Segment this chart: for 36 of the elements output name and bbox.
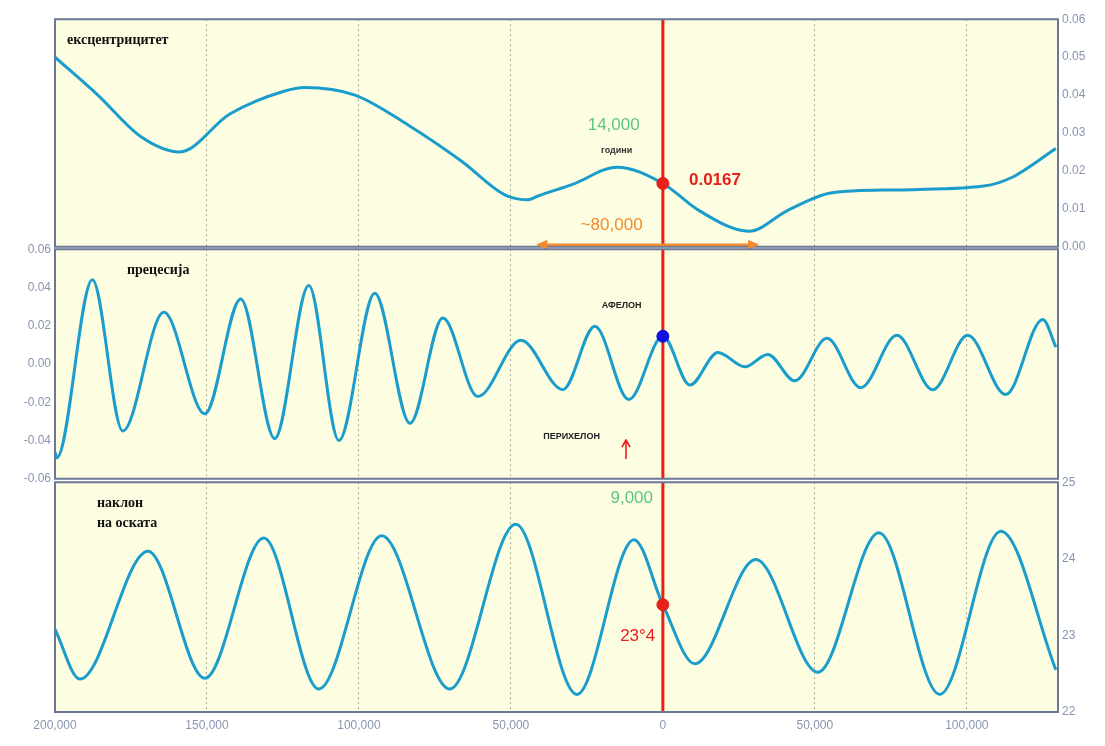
x-tick-label: 100,000 xyxy=(337,717,381,732)
annotation: 23°4 xyxy=(620,626,656,646)
y-tick-label: 0.04 xyxy=(1062,87,1086,102)
text: наклон на оската xyxy=(97,494,158,530)
y-tick-label: 22 xyxy=(1062,704,1076,719)
y-tick-label: 0.06 xyxy=(27,241,52,256)
annotation: АФЕЛОН xyxy=(601,300,642,311)
annotation: години xyxy=(601,145,633,156)
y-tick-label: 0.00 xyxy=(27,356,52,371)
text: прецесија xyxy=(127,261,190,277)
y-tick-label: 24 xyxy=(1062,551,1076,566)
text: ексцентрицитет xyxy=(67,31,169,47)
y-tick-label: 0.00 xyxy=(1062,239,1086,254)
y-tick-label: 25 xyxy=(1062,474,1076,489)
y-tick-label: 23 xyxy=(1062,627,1076,642)
y-tick-label: -0.04 xyxy=(23,432,52,447)
annotation: 14,000 xyxy=(587,114,640,134)
y-tick-label: 0.01 xyxy=(1062,201,1086,216)
annotation: ПЕРИХЕЛОН xyxy=(543,430,600,441)
annotation: 9,000 xyxy=(610,487,653,507)
x-tick-label: 150,000 xyxy=(185,717,229,732)
y-tick-label: 0.02 xyxy=(27,318,52,333)
y-tick-label: 0.04 xyxy=(27,279,52,294)
y-tick-label: 0.03 xyxy=(1062,125,1086,140)
y-tick-label: 0.05 xyxy=(1062,49,1086,64)
x-tick-label: 50,000 xyxy=(796,717,834,732)
y-tick-label: -0.02 xyxy=(23,394,52,409)
annotation: 0.0167 xyxy=(688,169,741,189)
x-tick-label: 100,000 xyxy=(945,717,989,732)
x-tick-label: 200,000 xyxy=(33,717,78,732)
y-tick-label: 0.06 xyxy=(1062,11,1086,26)
x-tick-label: 50,000 xyxy=(492,717,530,732)
y-tick-label: 0.02 xyxy=(1062,163,1086,178)
annotation: ~80,000 xyxy=(580,214,643,234)
x-tick-label: 0 xyxy=(659,717,667,732)
y-tick-label: -0.06 xyxy=(23,471,52,486)
